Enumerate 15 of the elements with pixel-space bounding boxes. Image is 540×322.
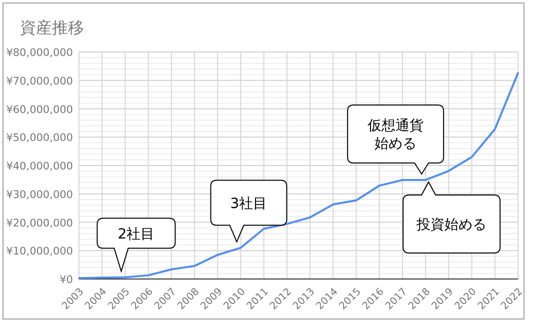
annotation: 仮想通貨始める: [366, 118, 424, 152]
y-tick-label: ¥60,000,000: [6, 104, 73, 116]
y-tick-label: ¥30,000,000: [6, 188, 73, 201]
y-tick-label: ¥70,000,000: [6, 75, 73, 88]
y-tick-label: ¥20,000,000: [6, 217, 73, 230]
annotation: 投資始める: [416, 216, 487, 233]
annotation: 2社目: [118, 226, 155, 242]
annotation: 3社目: [230, 196, 268, 212]
chart-title: 資産推移: [20, 18, 84, 37]
y-tick-label: ¥40,000,000: [6, 160, 73, 172]
y-tick-label: ¥80,000,000: [6, 47, 73, 59]
y-tick-label: ¥0: [60, 274, 73, 286]
y-tick-label: ¥50,000,000: [6, 132, 73, 144]
line-series: [78, 72, 519, 280]
y-tick-label: ¥10,000,000: [6, 246, 73, 258]
